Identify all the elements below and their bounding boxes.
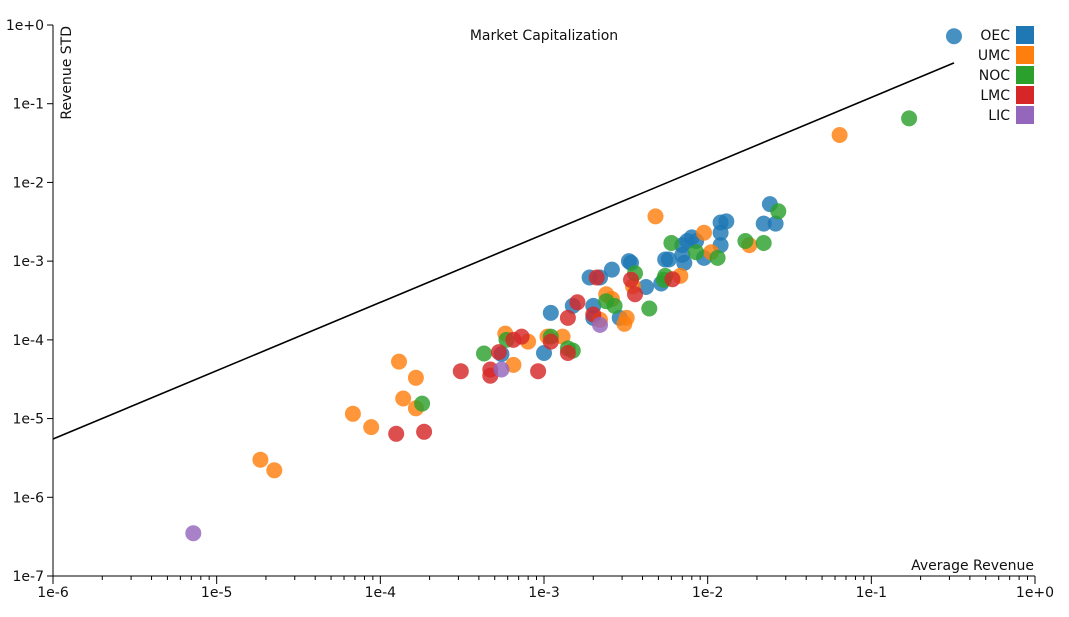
data-point-lic[interactable] — [185, 525, 202, 542]
data-point-lmc[interactable] — [490, 344, 507, 361]
data-point-umc[interactable] — [616, 315, 633, 332]
x-tick-label: 1e-3 — [528, 585, 559, 601]
data-point-umc[interactable] — [391, 353, 407, 370]
legend-item-oec[interactable]: OEC — [980, 26, 1034, 44]
x-tick-label: 1e-6 — [37, 585, 69, 601]
data-point-lmc[interactable] — [559, 345, 576, 361]
data-point-oec[interactable] — [676, 254, 693, 271]
y-tick-label: 1e-5 — [13, 412, 44, 428]
data-point-lmc[interactable] — [627, 286, 643, 303]
data-point-lmc[interactable] — [542, 333, 559, 350]
data-point-lmc[interactable] — [623, 271, 639, 288]
data-point-umc[interactable] — [647, 208, 664, 225]
x-axis-label: Average Revenue — [911, 558, 1034, 574]
data-point-lmc[interactable] — [388, 425, 405, 442]
data-point-umc[interactable] — [252, 451, 269, 468]
data-point-lmc[interactable] — [452, 363, 469, 380]
legend-swatch — [1016, 106, 1034, 124]
legend-item-lmc[interactable]: LMC — [980, 86, 1034, 104]
y-tick-label: 1e-3 — [13, 254, 44, 270]
data-point-umc[interactable] — [395, 390, 412, 407]
legend-item-noc[interactable]: NOC — [979, 66, 1034, 84]
data-point-noc[interactable] — [770, 203, 787, 220]
data-point-noc[interactable] — [414, 395, 431, 412]
x-tick-label: 1e+0 — [1016, 585, 1054, 601]
legend-item-umc[interactable]: UMC — [978, 46, 1034, 64]
y-tick-label: 1e+0 — [6, 18, 44, 34]
data-point-oec[interactable] — [657, 251, 674, 268]
data-point-oec[interactable] — [712, 224, 729, 241]
data-point-lmc[interactable] — [416, 423, 433, 440]
data-point-oec[interactable] — [620, 253, 637, 270]
x-tick-label: 1e-1 — [856, 585, 887, 601]
data-point-oec[interactable] — [946, 28, 962, 45]
data-point-umc[interactable] — [363, 419, 380, 436]
x-tick-label: 1e-4 — [365, 585, 397, 601]
legend-label: UMC — [978, 48, 1010, 64]
legend-item-lic[interactable]: LIC — [988, 106, 1034, 124]
data-point-umc[interactable] — [344, 405, 361, 422]
data-point-noc[interactable] — [709, 249, 726, 266]
data-point-noc[interactable] — [901, 110, 918, 127]
legend-label: LIC — [988, 108, 1010, 124]
x-tick-label: 1e-2 — [692, 585, 723, 601]
data-point-oec[interactable] — [603, 261, 620, 278]
y-axis-label: Revenue STD — [59, 26, 75, 120]
data-point-lmc[interactable] — [664, 271, 681, 288]
y-tick-label: 1e-2 — [13, 175, 44, 191]
data-point-lmc[interactable] — [559, 309, 576, 326]
legend-swatch — [1016, 86, 1034, 104]
data-point-noc[interactable] — [755, 235, 772, 251]
data-point-noc[interactable] — [688, 244, 705, 261]
x-tick-label: 1e-5 — [201, 585, 232, 601]
legend-label: NOC — [979, 68, 1010, 84]
data-point-noc[interactable] — [641, 300, 658, 317]
data-point-umc[interactable] — [266, 462, 283, 479]
data-point-lic[interactable] — [493, 361, 510, 378]
y-tick-label: 1e-4 — [13, 333, 45, 349]
legend-swatch — [1016, 66, 1034, 84]
legend-swatch — [1016, 46, 1034, 64]
data-point-noc[interactable] — [598, 293, 615, 310]
data-point-noc[interactable] — [663, 235, 680, 251]
legend-label: LMC — [980, 88, 1010, 104]
data-point-lic[interactable] — [592, 316, 608, 333]
data-point-lmc[interactable] — [569, 294, 586, 311]
y-tick-label: 1e-6 — [13, 490, 45, 506]
y-tick-label: 1e-7 — [13, 569, 44, 585]
data-point-lmc[interactable] — [530, 363, 547, 380]
data-point-oec[interactable] — [542, 304, 559, 321]
y-tick-label: 1e-1 — [13, 97, 44, 113]
reference-line — [52, 62, 955, 440]
data-point-umc[interactable] — [831, 127, 848, 143]
chart-title: Market Capitalization — [470, 28, 618, 44]
data-point-umc[interactable] — [407, 369, 424, 386]
legend-label: OEC — [980, 28, 1010, 44]
data-point-umc[interactable] — [696, 224, 712, 241]
data-point-lmc[interactable] — [505, 331, 522, 348]
legend-swatch — [1016, 26, 1034, 44]
legend: OEC UMC NOC LMC LIC — [978, 26, 1034, 124]
data-point-oec[interactable] — [755, 215, 772, 232]
data-point-lmc[interactable] — [588, 269, 605, 286]
data-point-noc[interactable] — [476, 345, 492, 362]
data-point-oec[interactable] — [767, 215, 784, 232]
data-point-noc[interactable] — [737, 233, 754, 249]
